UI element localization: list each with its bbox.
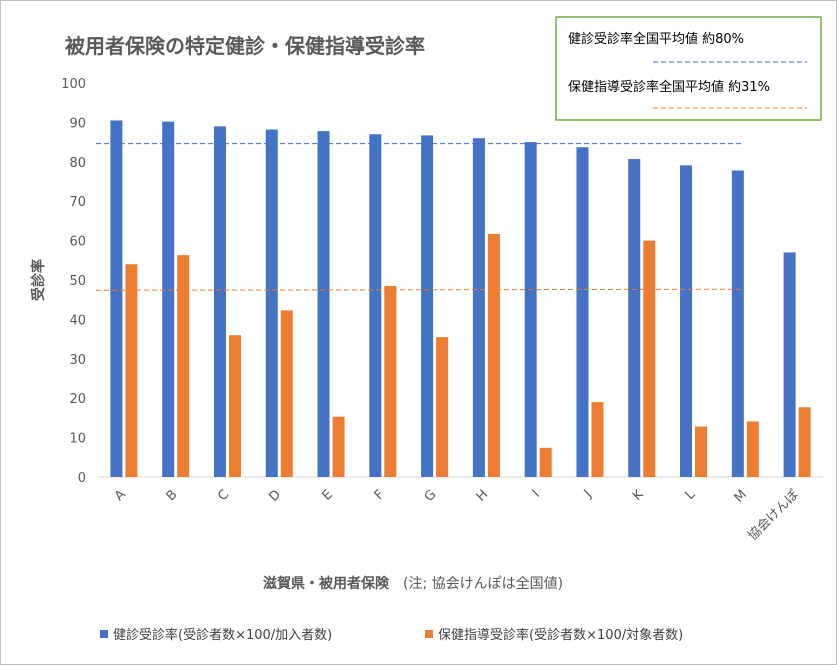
bar-health-checkup [421,135,434,478]
bar-health-checkup [472,138,485,477]
legend-swatch [425,630,433,638]
x-tick-label: D [266,487,284,505]
bar-health-guidance [436,337,449,477]
x-tick-label: L [683,487,699,503]
bar-health-checkup [369,134,382,477]
bar-health-checkup [576,147,589,478]
bar-health-guidance [591,402,604,477]
bar-health-checkup [265,129,278,477]
x-tick-label: F [372,487,388,503]
y-tick-label: 0 [78,471,86,486]
x-tick-label: A [112,487,129,504]
y-tick-label: 40 [69,313,86,328]
bar-health-checkup [162,121,175,477]
y-tick-label: 100 [61,77,86,92]
x-tick-label: H [474,487,492,505]
x-tick-label: 協会けんぽ [745,487,802,544]
bar-health-guidance [125,264,138,477]
y-axis: 0 10 20 30 40 50 60 70 80 90 100 [61,77,86,486]
bar-health-guidance [643,240,656,477]
bar-health-guidance [332,416,345,477]
bar-health-guidance [487,233,500,477]
bar-health-checkup [731,170,744,477]
bar-health-guidance [539,447,552,477]
x-tick-label: C [215,487,232,504]
bar-health-guidance [280,310,293,477]
bar-health-checkup [317,131,330,477]
y-tick-label: 60 [69,235,86,250]
bar-health-checkup [524,142,537,477]
bar-health-checkup [680,165,693,477]
legend-swatch [100,630,108,638]
bar-health-checkup [628,159,641,478]
y-tick-label: 50 [69,274,86,289]
x-axis-note: (注; 協会けんぽは全国値) [403,575,563,592]
legend-label: 健診受診率(受診者数×100/加入者数) [113,627,332,643]
chart-title: 被用者保険の特定健診・保健指導受診率 [65,34,425,58]
x-tick-label: J [581,487,595,501]
x-tick-label: M [732,487,751,506]
x-tick-label: K [630,487,647,504]
x-tick-label: E [319,487,335,503]
legend: 健診受診率(受診者数×100/加入者数) 保健指導受診率(受診者数×100/対象者… [100,627,683,643]
bar-health-checkup [213,126,226,477]
y-tick-label: 90 [69,116,86,131]
y-tick-label: 70 [69,195,86,210]
bar-health-guidance [228,335,241,477]
y-tick-label: 80 [69,156,86,171]
y-tick-label: 20 [69,392,86,407]
x-tick-label: I [530,487,543,500]
y-axis-label: 受診率 [30,259,47,301]
x-axis-label-group: 滋賀県・被用者保険 (注; 協会けんぽは全国値) [263,575,563,592]
y-tick-label: 30 [69,353,86,368]
bar-health-guidance [746,421,759,477]
x-tick-label: B [164,487,181,504]
bars [110,120,811,478]
note-label-checkup-average: 健診受診率全国平均値 約80% [568,31,744,47]
note-label-guidance-average: 保健指導受診率全国平均値 約31% [568,79,770,95]
bar-health-guidance [384,285,397,477]
bar-health-checkup [783,252,796,477]
bar-health-guidance [177,255,190,477]
x-tick-label: G [422,487,440,505]
note-box-border [555,16,822,121]
bar-health-guidance [798,407,811,477]
bar-health-checkup [110,120,123,478]
reference-line-guidance-average [95,288,744,291]
y-tick-label: 10 [69,432,86,447]
x-axis-label: 滋賀県・被用者保険 [263,575,390,592]
reference-lines [95,143,744,291]
reference-note-box: 健診受診率全国平均値 約80% 保健指導受診率全国平均値 約31% [555,16,822,121]
legend-label: 保健指導受診率(受診者数×100/対象者数) [438,627,683,643]
bar-health-guidance [695,426,708,477]
